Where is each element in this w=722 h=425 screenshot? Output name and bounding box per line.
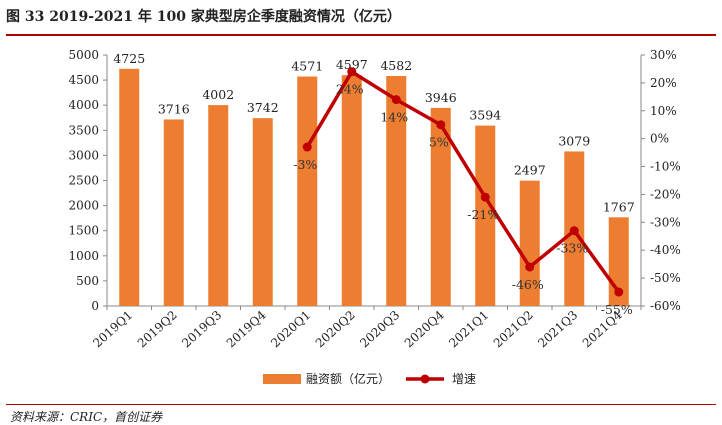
bar <box>163 119 184 306</box>
growth-value-label: 24% <box>336 82 364 97</box>
x-tick-label: 2019Q3 <box>179 308 224 351</box>
growth-point <box>525 262 535 272</box>
growth-value-label: -55% <box>601 302 633 317</box>
right-tick-label: 20% <box>650 76 677 90</box>
bar-value-label: 1767 <box>603 199 635 214</box>
growth-point <box>391 95 401 105</box>
growth-point <box>569 226 579 236</box>
left-tick-label: 1500 <box>68 224 99 238</box>
right-tick-label: -40% <box>650 243 681 257</box>
bar-series <box>119 68 629 307</box>
legend-line-label: 增速 <box>452 372 476 386</box>
bar <box>386 75 407 306</box>
title-rule <box>6 34 716 36</box>
left-tick-label: 0 <box>91 299 99 313</box>
source-note: 资料来源：CRIC，首创证券 <box>10 410 163 424</box>
bar <box>208 105 229 306</box>
x-tick-label: 2019Q4 <box>224 308 269 351</box>
right-tick-label: 10% <box>650 104 677 118</box>
footer-rule <box>6 404 716 405</box>
left-tick-label: 1000 <box>68 249 99 263</box>
legend-bar-swatch <box>263 374 301 384</box>
right-tick-label: -20% <box>650 187 681 201</box>
legend-line-marker <box>420 374 430 384</box>
x-tick-label: 2020Q3 <box>357 308 402 351</box>
right-tick-label: 0% <box>650 132 669 146</box>
x-tick-label: 2021Q1 <box>446 308 491 351</box>
right-tick-label: -50% <box>650 271 681 285</box>
left-tick-label: 3500 <box>68 123 99 137</box>
growth-value-label: 14% <box>380 110 408 125</box>
right-tick-label: -60% <box>650 299 681 313</box>
bar-value-label: 2497 <box>514 163 546 178</box>
x-tick-label: 2019Q1 <box>90 308 135 351</box>
bar-value-label: 3079 <box>558 133 590 148</box>
growth-point <box>480 192 490 202</box>
bar-value-label: 4725 <box>113 51 145 66</box>
bar-data-labels: 4725 3716 4002 3742 4571 4597 4582 3946 3594 2497… <box>113 51 634 214</box>
bar-value-label: 4597 <box>336 57 368 72</box>
bar-value-label: 4582 <box>380 58 412 73</box>
left-tick-label: 2000 <box>68 199 99 213</box>
x-tick-label: 2020Q2 <box>313 308 358 351</box>
bar <box>430 107 451 306</box>
chart-title: 图 33 2019-2021 年 100 家典型房企季度融资情况（亿元） <box>6 9 401 25</box>
bar-value-label: 3594 <box>469 108 501 123</box>
bar-value-label: 4002 <box>202 87 234 102</box>
bar <box>475 125 496 306</box>
x-tick-label: 2020Q4 <box>402 308 447 351</box>
growth-point <box>614 287 624 297</box>
x-tick-label: 2020Q1 <box>268 308 313 351</box>
left-tick-label: 3000 <box>68 148 99 162</box>
legend-bar-label: 融资额（亿元） <box>306 371 390 386</box>
right-tick-label: -10% <box>650 160 681 174</box>
bar <box>252 118 273 306</box>
line-data-labels: -3% 24% 14% 5% -21% -46% -33% -55% <box>293 82 633 317</box>
growth-line <box>305 69 621 294</box>
line-series <box>302 67 624 297</box>
growth-value-label: -46% <box>512 277 544 292</box>
bar-value-label: 4571 <box>291 59 323 74</box>
bar-value-label: 3742 <box>247 100 279 115</box>
left-tick-label: 2500 <box>68 174 99 188</box>
left-tick-label: 5000 <box>68 48 99 62</box>
bar <box>297 76 318 306</box>
bar-value-label: 3716 <box>158 101 190 116</box>
right-tick-label: -30% <box>650 215 681 229</box>
growth-value-label: -21% <box>467 207 499 222</box>
growth-point <box>347 67 357 77</box>
axes: 0 500 1000 1500 2000 2500 3000 3500 4000 4500 5000… <box>68 48 680 350</box>
growth-value-label: -33% <box>556 241 588 256</box>
x-tick-label: 2019Q2 <box>135 308 180 351</box>
left-tick-label: 4000 <box>68 98 99 112</box>
bar-value-label: 3946 <box>425 90 457 105</box>
growth-value-label: 5% <box>429 135 449 150</box>
left-tick-label: 500 <box>76 274 99 288</box>
growth-value-label: -3% <box>293 157 317 172</box>
x-tick-label: 2021Q2 <box>491 308 536 351</box>
bar <box>341 75 362 307</box>
x-tick-label: 2021Q3 <box>535 308 580 351</box>
bar <box>119 68 140 307</box>
left-tick-label: 4500 <box>68 73 99 87</box>
bar <box>519 180 540 306</box>
legend: 融资额（亿元） 增速 <box>263 371 476 386</box>
growth-point <box>302 142 312 152</box>
chart: 0 500 1000 1500 2000 2500 3000 3500 4000 4500 5000… <box>68 48 680 386</box>
growth-point <box>436 120 446 130</box>
right-tick-label: 30% <box>650 48 677 62</box>
